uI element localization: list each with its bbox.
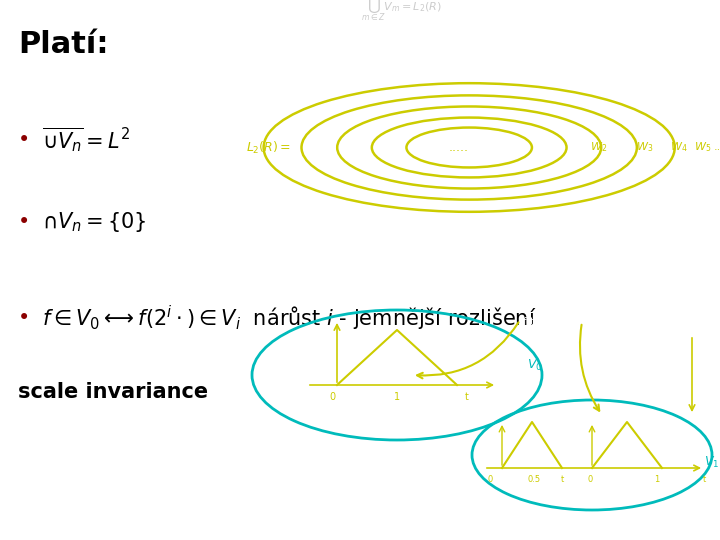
- Text: •: •: [18, 212, 30, 232]
- Text: •: •: [18, 130, 30, 150]
- Text: 1: 1: [394, 392, 400, 402]
- Text: $W_4$: $W_4$: [670, 140, 688, 154]
- Text: $f \in V_0 \longleftrightarrow f(2^i\cdot) \in V_i$  nárůst $i$ - jemnější rozli: $f \in V_0 \longleftrightarrow f(2^i\cdo…: [42, 303, 536, 333]
- Text: $\cap V_n = \{0\}$: $\cap V_n = \{0\}$: [42, 210, 146, 234]
- Text: $W_3$: $W_3$: [636, 140, 653, 154]
- Text: $V_0$: $V_0$: [527, 357, 543, 373]
- Text: Platí:: Platí:: [18, 30, 109, 59]
- Text: $\bigcup_{m \in Z} V_m = L_2(R)$: $\bigcup_{m \in Z} V_m = L_2(R)$: [361, 0, 442, 23]
- Text: 0: 0: [329, 392, 335, 402]
- Text: $L_2(R) =$: $L_2(R) =$: [246, 139, 292, 156]
- Text: $W_5$: $W_5$: [694, 140, 711, 154]
- Text: $\overline{\cup V_n} = L^2$: $\overline{\cup V_n} = L^2$: [42, 125, 130, 154]
- Text: scale invariance: scale invariance: [18, 382, 208, 402]
- Text: t: t: [703, 475, 706, 484]
- Text: 0.5: 0.5: [528, 475, 541, 484]
- Text: f(t) $\epsilon$ $V_0$ $\Leftrightarrow$ f(2t) $\epsilon$ $V_1$: f(t) $\epsilon$ $V_0$ $\Leftrightarrow$ …: [522, 315, 629, 329]
- Text: f(t) $\epsilon$ $V_0$ $\Leftrightarrow$ f($2^m$t) $\epsilon$ $V_m$: f(t) $\epsilon$ $V_0$ $\Leftrightarrow$ …: [522, 295, 639, 309]
- Text: 0: 0: [487, 475, 492, 484]
- Text: $V_1$: $V_1$: [704, 455, 719, 470]
- Text: t: t: [560, 475, 564, 484]
- Text: t: t: [465, 392, 469, 402]
- Text: .....: .....: [714, 143, 720, 152]
- Text: •: •: [18, 308, 30, 328]
- Text: 0: 0: [588, 475, 593, 484]
- Text: $W_2$: $W_2$: [590, 140, 608, 154]
- Text: .....: .....: [449, 141, 469, 154]
- Text: 1: 1: [654, 475, 660, 484]
